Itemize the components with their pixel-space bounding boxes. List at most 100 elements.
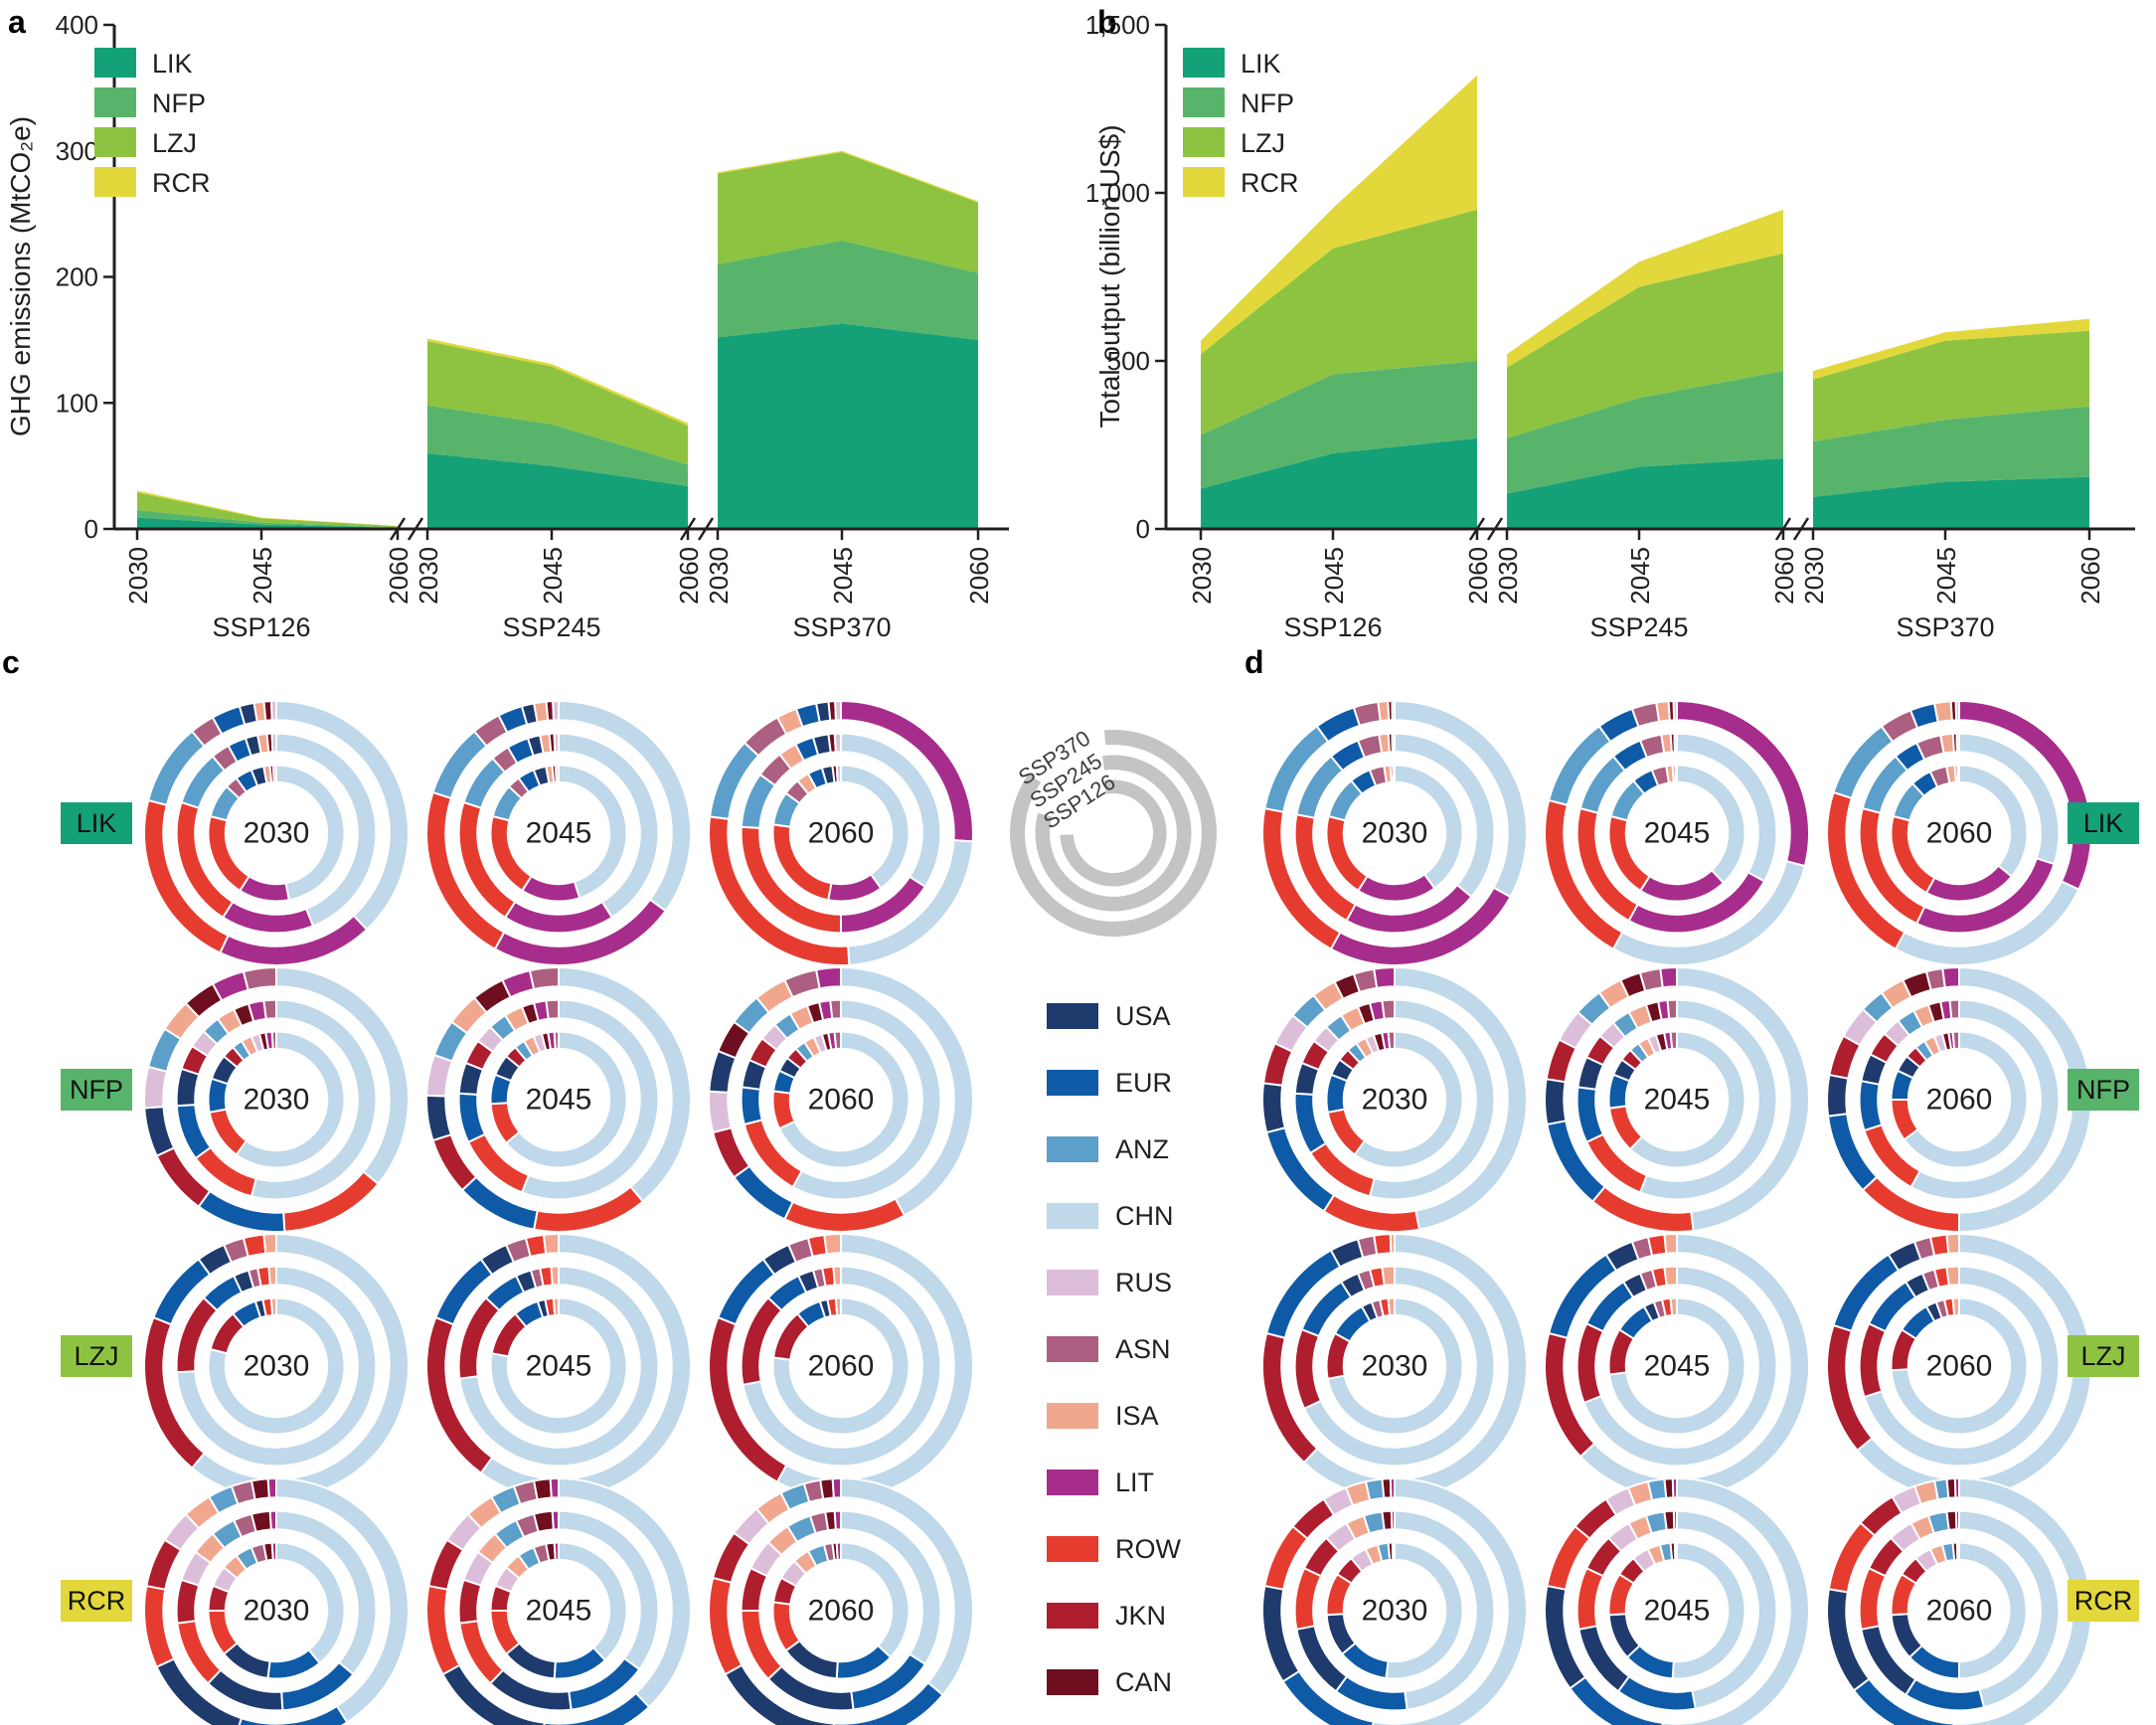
ring-segment-ROW <box>489 1610 521 1655</box>
ring-segment-CHN <box>505 1030 628 1169</box>
axis-break-mark <box>1486 517 1504 541</box>
x-tick-label-year: 2030 <box>1799 547 1829 604</box>
donut-d-LZJ-2060: 2060 <box>1826 1232 2092 1499</box>
ring-segment-USA <box>1890 1613 1923 1658</box>
donut-c-LIK-2045: 2045 <box>425 700 692 966</box>
donut-d-RCR-2045: 2045 <box>1544 1477 1811 1725</box>
x-tick-label-year: 2030 <box>414 547 443 604</box>
ring-segment-CHN <box>235 1030 346 1169</box>
donut-d-NFP-2045: 2045 <box>1544 966 1810 1233</box>
ring-segment-EUR <box>1334 1675 1409 1712</box>
donut-d-RCR-2030: 2030 <box>1261 1477 1529 1725</box>
donut-year-label: 2060 <box>808 1595 875 1628</box>
ring-segment-RUS <box>1954 699 1960 722</box>
donut-year-label: 2045 <box>1644 1350 1711 1383</box>
legend-label-CHN: CHN <box>1115 1201 1174 1231</box>
area-a-SSP245-LIK <box>427 452 688 529</box>
area-b-SSP370-RCR <box>1813 318 2089 380</box>
donut-c-NFP-2030: 2030 <box>142 966 410 1233</box>
area-b-SSP370-LIK <box>1813 476 2089 529</box>
ring-segment-ROW <box>1576 1567 1604 1631</box>
ring-segment-USA <box>425 1094 452 1142</box>
ring-segment-JKN <box>712 1126 750 1179</box>
ring-segment-LIT <box>1958 700 2092 891</box>
ring-segment-RUS <box>425 1053 454 1098</box>
ring-segment-ISA <box>1381 1265 1396 1287</box>
ring-segment-CAN <box>1663 1509 1676 1531</box>
ring-segment-LIT <box>1955 1541 1960 1561</box>
legend-label-USA: USA <box>1115 1001 1171 1031</box>
ring-segment-LIT <box>1671 1477 1678 1499</box>
ring-segment-LIT <box>815 966 842 990</box>
y-tick-label: 400 <box>56 10 98 40</box>
ring-segment-RUS <box>1392 764 1396 783</box>
ring-segment-ROW <box>143 1585 176 1668</box>
donut-c-RCR-2060: 2060 <box>708 1476 974 1725</box>
axis-break-mark <box>679 517 697 541</box>
ring-segment-LIT <box>553 1541 560 1561</box>
ring-segment-ISA <box>1663 1232 1678 1255</box>
ring-segment-ROW <box>1293 1567 1322 1631</box>
row-label-box-NFP <box>61 1069 132 1111</box>
legend-label-RCR: RCR <box>152 168 211 198</box>
donut-d-NFP-2060: 2060 <box>1826 966 2092 1233</box>
ring-segment-RUS <box>835 764 842 783</box>
ring-segment-ANZ <box>1646 1477 1668 1502</box>
legend-swatch-ROW <box>1047 1536 1098 1562</box>
ring-segment-JKN <box>1858 1322 1887 1399</box>
ring-segment-USA <box>1607 1613 1641 1658</box>
legend-swatch-LZJ <box>1183 127 1225 157</box>
ring-segment-RUS <box>1673 732 1678 754</box>
ring-segment-RUS <box>554 764 560 783</box>
ring-segment-ASN <box>829 998 842 1020</box>
donut-d-LZJ-2045: 2045 <box>1544 1232 1810 1499</box>
ring-segment-CHN <box>1303 1265 1496 1467</box>
ring-segment-RUS <box>1955 732 1960 754</box>
legend-label-ISA: ISA <box>1115 1401 1159 1431</box>
y-axis-title: GHG emissions (MtCO₂e) <box>5 116 36 436</box>
donut-year-label: 2030 <box>244 1350 310 1383</box>
ring-segment-CHN <box>1890 1296 2029 1436</box>
ring-segment-ISA <box>1945 1265 1960 1287</box>
panel-d-donut-grid: 2030 2045 2060 LIK 2030 2045 2060 NFP 2030 2045 20… <box>1261 699 2139 1725</box>
ring-segment-JKN <box>1293 1328 1322 1410</box>
ring-segment-ASN <box>242 966 277 991</box>
axis-break-mark <box>407 517 424 541</box>
ring-segment-LIT <box>1357 873 1436 903</box>
ring-segment-ASN <box>270 1030 277 1050</box>
ring-segment-ISA <box>1669 1296 1678 1317</box>
y-tick-label: 300 <box>56 136 98 166</box>
ring-segment-ISA <box>1389 1233 1396 1255</box>
donut-year-label: 2060 <box>1926 1595 1993 1628</box>
row-label-RCR: RCR <box>68 1586 126 1616</box>
panel-d-label: d <box>1244 644 1264 680</box>
donut-year-label: 2045 <box>526 1350 592 1383</box>
ring-segment-LIT <box>1390 1509 1396 1531</box>
ring-segment-RUS <box>553 732 560 754</box>
ring-segment-CHN <box>207 1296 346 1436</box>
donut-year-label: 2030 <box>1362 817 1428 850</box>
donut-d-LIK-2045: 2045 <box>1544 699 1810 966</box>
y-tick-label: 1,000 <box>1085 178 1150 208</box>
ring-segment-USA <box>1826 1074 1850 1118</box>
ring-segment-CHN <box>489 1296 628 1436</box>
ring-segment-ASN <box>1669 1030 1678 1051</box>
y-tick-label: 100 <box>56 388 98 418</box>
donut-c-LZJ-2045: 2045 <box>425 1233 692 1499</box>
x-tick-label-year: 2045 <box>538 547 568 604</box>
panel-a-label: a <box>8 4 26 40</box>
x-group-label: SSP370 <box>1896 612 1994 642</box>
legend-swatch-LIT <box>1047 1469 1098 1495</box>
row-label-box-NFP <box>2068 1069 2139 1111</box>
donut-year-label: 2030 <box>1362 1350 1428 1383</box>
x-tick-label-year: 2060 <box>1769 547 1799 604</box>
donut-year-label: 2030 <box>1362 1084 1428 1117</box>
area-a-SSP370-LIK <box>718 323 978 529</box>
ring-segment-RUS <box>834 700 842 722</box>
ring-segment-ISA <box>267 1265 277 1287</box>
ring-segment-RUS <box>1391 732 1396 754</box>
donut-d-LZJ-2030: 2030 <box>1261 1233 1528 1499</box>
axis-break-mark <box>1792 517 1810 541</box>
legend-swatch-ISA <box>1047 1403 1098 1429</box>
